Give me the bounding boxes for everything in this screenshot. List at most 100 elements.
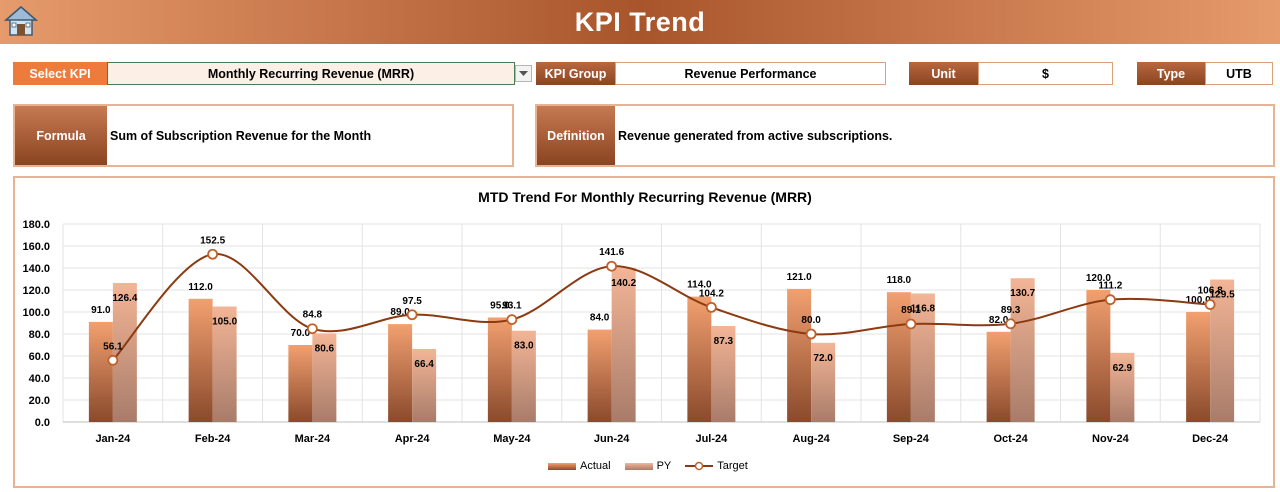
data-label-actual: 114.0 [687, 280, 712, 291]
data-label-actual: 95.0 [490, 301, 510, 312]
data-label-actual: 120.0 [1086, 273, 1111, 284]
definition-text: Revenue generated from active subscripti… [618, 128, 893, 143]
legend-item-py: PY [624, 460, 672, 472]
target-point [1204, 299, 1216, 310]
bar-actual [1186, 312, 1211, 422]
data-label-target: 80.0 [801, 315, 821, 326]
bar-py [312, 333, 337, 422]
bar-actual [388, 324, 413, 422]
select-kpi-dropdown[interactable]: Monthly Recurring Revenue (MRR) [107, 62, 515, 85]
unit-value: $ [978, 62, 1113, 85]
data-label-py: 72.0 [813, 353, 833, 364]
y-tick-label: 120.0 [22, 285, 50, 297]
formula-text: Sum of Subscription Revenue for the Mont… [110, 128, 372, 143]
chart-legend: Actual PY Target [548, 460, 748, 472]
legend-item-actual: Actual [548, 460, 611, 472]
data-label-actual: 118.0 [887, 275, 912, 286]
data-label-py: 140.2 [611, 278, 636, 289]
data-label-py: 87.3 [714, 336, 734, 347]
bar-actual [88, 321, 113, 422]
legend-swatch-py [624, 462, 653, 470]
bar-py [611, 267, 636, 422]
y-tick-label: 160.0 [22, 241, 50, 253]
chart-title: MTD Trend For Monthly Recurring Revenue … [478, 189, 812, 205]
data-label-target: 97.5 [402, 296, 422, 307]
bar-actual [288, 345, 313, 422]
target-point [406, 309, 418, 321]
target-point [805, 328, 817, 340]
select-kpi-label: Select KPI [13, 62, 107, 85]
x-tick-label: Mar-24 [295, 433, 331, 445]
type-value: UTB [1205, 62, 1273, 85]
data-label-actual: 121.0 [787, 272, 812, 283]
y-tick-label: 180.0 [22, 219, 50, 231]
x-tick-label: May-24 [493, 433, 531, 445]
unit-label: Unit [909, 62, 978, 85]
data-label-actual: 82.0 [989, 315, 1009, 326]
y-tick-label: 100.0 [22, 307, 50, 319]
bar-actual [687, 296, 712, 422]
legend-swatch-target [685, 461, 714, 471]
bar-py [910, 293, 935, 422]
y-tick-label: 20.0 [29, 395, 50, 407]
legend-item-target: Target [685, 460, 748, 472]
data-label-py: 66.4 [414, 359, 434, 370]
data-label-actual: 100.0 [1186, 295, 1211, 306]
y-tick-label: 140.0 [22, 263, 50, 275]
y-tick-label: 60.0 [29, 351, 50, 363]
data-label-target: 93.1 [502, 301, 522, 312]
bar-py [1110, 352, 1135, 422]
bar-actual [1086, 290, 1111, 422]
bar-actual [986, 331, 1011, 422]
data-label-py: 129.5 [1210, 290, 1235, 301]
bar-py [412, 348, 437, 422]
dropdown-arrow-button[interactable] [515, 65, 532, 82]
data-label-actual: 89.0 [390, 307, 410, 318]
data-label-actual: 112.0 [188, 282, 213, 293]
definition-panel [535, 104, 1275, 167]
bar-actual [487, 317, 512, 422]
bar-actual [787, 288, 812, 422]
x-tick-label: Jul-24 [695, 433, 728, 445]
data-label-target: 56.1 [103, 341, 123, 352]
x-tick-label: Nov-24 [1092, 433, 1130, 445]
bar-actual [188, 298, 213, 422]
legend-label-target: Target [717, 460, 748, 472]
target-point [207, 248, 219, 260]
formula-label: Formula [15, 106, 107, 165]
bar-py [112, 282, 137, 422]
target-point [1005, 318, 1017, 330]
data-label-actual: 91.0 [91, 305, 111, 316]
definition-label: Definition [537, 106, 615, 165]
data-label-target: 141.6 [599, 247, 624, 258]
x-tick-label: Jun-24 [594, 433, 630, 445]
target-point [306, 323, 318, 335]
target-point [705, 301, 717, 313]
bar-py [811, 342, 836, 422]
data-label-target: 104.2 [699, 288, 724, 299]
x-tick-label: Feb-24 [195, 433, 231, 445]
data-label-target: 84.8 [303, 310, 323, 321]
data-label-py: 130.7 [1010, 288, 1035, 299]
bar-actual [587, 329, 612, 422]
data-label-target: 106.8 [1198, 286, 1223, 297]
target-point [905, 318, 917, 330]
x-tick-label: Dec-24 [1192, 433, 1229, 445]
bar-py [711, 325, 736, 422]
data-label-py: 105.0 [212, 317, 237, 328]
legend-label-actual: Actual [580, 460, 611, 472]
legend-label-py: PY [656, 460, 672, 472]
x-tick-label: Oct-24 [994, 433, 1029, 445]
home-button[interactable] [2, 2, 40, 40]
target-point [1104, 294, 1116, 306]
bar-py [511, 330, 536, 422]
kpi-group-value: Revenue Performance [615, 62, 886, 85]
chart-panel [13, 176, 1275, 488]
data-label-py: 62.9 [1113, 363, 1133, 374]
data-label-actual: 70.0 [291, 328, 311, 339]
data-label-py: 126.4 [112, 293, 137, 304]
y-tick-label: 40.0 [29, 373, 50, 385]
x-tick-label: Aug-24 [792, 433, 830, 445]
data-label-target: 152.5 [200, 235, 225, 246]
